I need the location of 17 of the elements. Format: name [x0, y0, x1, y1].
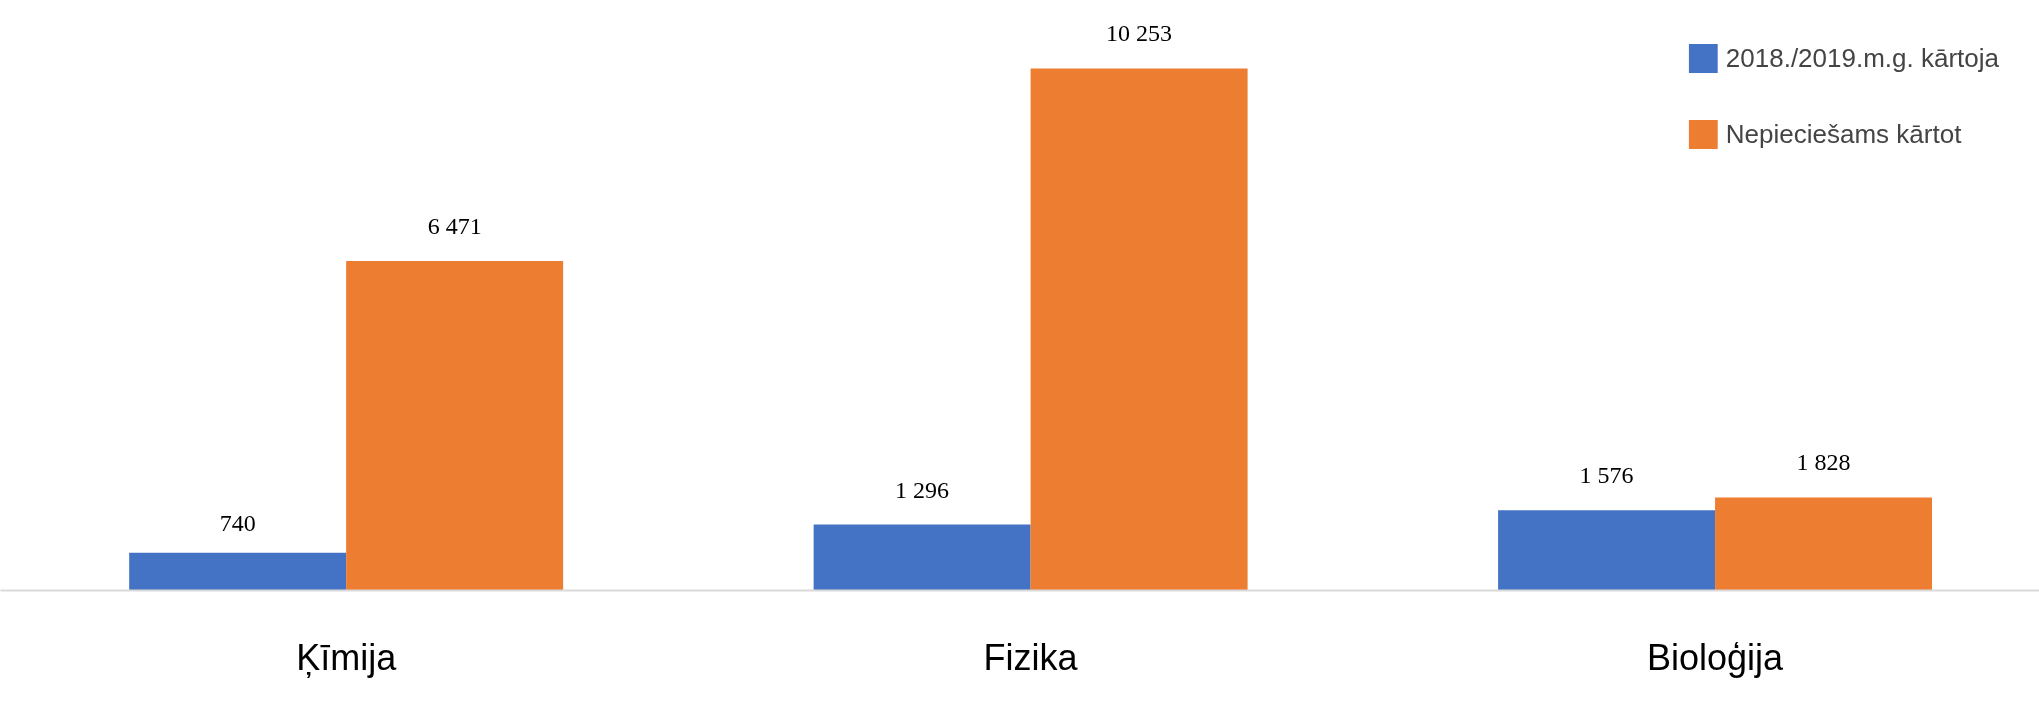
bar [1498, 510, 1716, 591]
bar [1030, 68, 1248, 591]
bar [129, 552, 347, 591]
x-tick-label: Bioloģija [1647, 636, 1785, 678]
legend-label: Nepieciešams kārtot [1725, 118, 1962, 150]
data-label: 1 828 [1796, 449, 1851, 476]
bar [346, 260, 564, 591]
legend-label: 2018./2019.m.g. kārtoja [1725, 42, 1999, 74]
data-label: 1 296 [895, 476, 950, 503]
bar [813, 524, 1031, 591]
data-label: 740 [219, 509, 256, 536]
data-label: 1 576 [1579, 462, 1634, 489]
x-tick-label: Ķīmija [296, 636, 398, 678]
data-label: 10 253 [1106, 20, 1173, 47]
x-tick-label: Fizika [983, 636, 1079, 678]
data-label: 6 471 [427, 212, 482, 239]
bar [1715, 497, 1933, 591]
